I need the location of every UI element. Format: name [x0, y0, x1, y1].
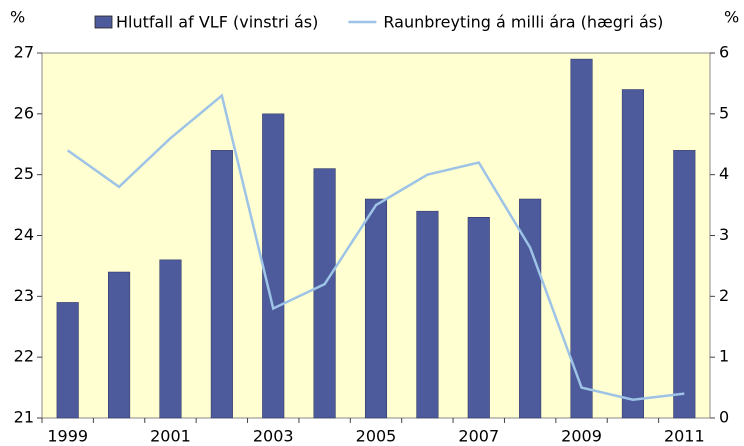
y2-tick-label: 6 — [719, 43, 729, 62]
y2-tick-label: 0 — [719, 408, 729, 427]
bar — [210, 150, 233, 419]
bar — [467, 217, 490, 419]
bar — [416, 210, 439, 419]
y2-tick-label: 5 — [719, 103, 729, 122]
bar — [519, 198, 542, 419]
x-tick-label: 1999 — [47, 427, 88, 446]
y2-tick-label: 1 — [719, 347, 729, 366]
bar — [159, 259, 182, 419]
y-tick-label: 27 — [14, 43, 34, 62]
bar — [570, 58, 593, 419]
y2-axis-label: % — [724, 8, 739, 27]
y-axis-label: % — [10, 8, 25, 27]
x-tick-label: 2003 — [253, 427, 294, 446]
line — [66, 93, 685, 402]
bar — [56, 302, 79, 419]
y-tick-label: 26 — [14, 103, 34, 122]
bar — [621, 89, 644, 419]
y2-tick-label: 3 — [719, 225, 729, 244]
x-tick-label: 2007 — [458, 427, 499, 446]
legend-label: Hlutfall af VLF (vinstri ás) — [116, 13, 318, 32]
bar — [108, 271, 131, 419]
y-tick-label: 22 — [14, 347, 34, 366]
bar — [364, 198, 388, 419]
x-tick-label: 2009 — [561, 427, 602, 446]
bar — [313, 168, 336, 419]
y-tick-label: 23 — [14, 286, 34, 305]
x-tick-label: 2011 — [664, 427, 705, 446]
bar — [673, 150, 696, 419]
legend-swatch — [94, 15, 113, 29]
x-tick-label: 2005 — [356, 427, 397, 446]
y-tick-label: 21 — [14, 408, 34, 427]
y2-tick-label: 4 — [719, 164, 729, 183]
y2-tick-label: 2 — [719, 286, 729, 305]
y-tick-label: 24 — [14, 225, 34, 244]
x-tick-label: 2001 — [150, 427, 191, 446]
bar — [262, 113, 285, 419]
y-tick-label: 25 — [14, 164, 34, 183]
legend-label: Raunbreyting á milli ára (hægri ás) — [383, 13, 663, 32]
